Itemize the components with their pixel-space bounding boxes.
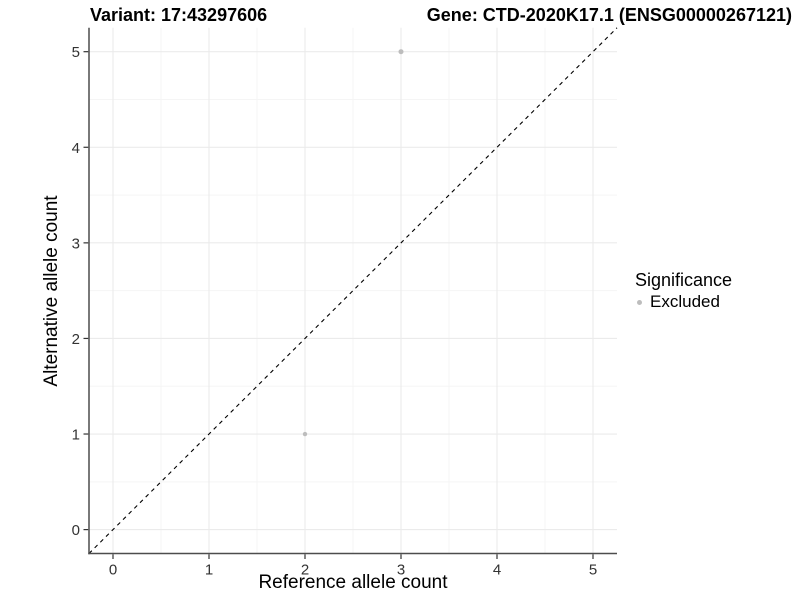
legend: Significance Excluded [633, 268, 732, 312]
x-axis-title: Reference allele count [258, 572, 448, 593]
data-point [398, 49, 404, 55]
y-tick-label: 0 [72, 522, 80, 539]
y-tick-label: 5 [72, 44, 80, 61]
data-point [302, 431, 308, 437]
legend-point-icon [637, 299, 642, 305]
gene-title: Gene: CTD-2020K17.1 (ENSG00000267121) [426, 5, 792, 25]
legend-entry-excluded: Excluded [633, 292, 732, 312]
x-tick-label: 4 [493, 562, 501, 579]
y-tick-label: 4 [72, 140, 80, 157]
x-tick-label: 5 [589, 562, 597, 579]
y-tick-label: 3 [72, 235, 80, 252]
legend-title: Significance [635, 270, 733, 290]
legend-entry-label: Excluded [650, 292, 720, 311]
x-tick-label: 1 [205, 562, 213, 579]
y-axis-title: Alternative allele count [41, 195, 62, 387]
x-tick-label: 3 [397, 562, 405, 579]
x-tick-label: 0 [109, 562, 117, 579]
y-tick-label: 2 [72, 331, 80, 348]
x-tick-label: 2 [301, 562, 309, 579]
y-tick-label: 1 [72, 427, 80, 444]
variant-title: Variant: 17:43297606 [90, 5, 268, 25]
